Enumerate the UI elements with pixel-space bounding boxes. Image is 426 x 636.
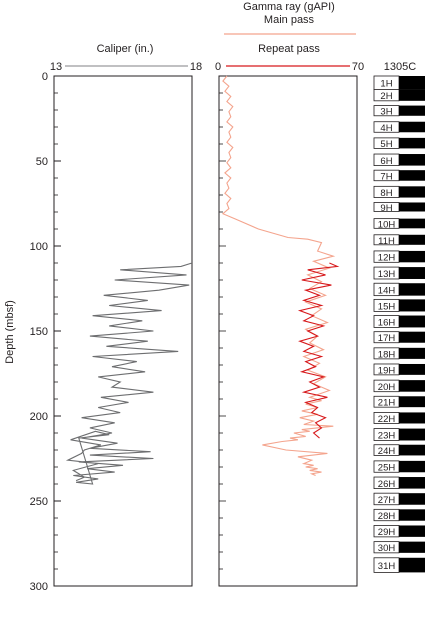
core-recovery-bar (399, 444, 425, 456)
core-recovery-bar (399, 137, 425, 149)
core-recovery-bar (399, 267, 425, 279)
gamma-xtick-min: 0 (215, 61, 221, 73)
depth-tick-label: 250 (30, 496, 48, 508)
core-label: 15H (378, 301, 396, 312)
core-label: 10H (378, 219, 396, 230)
gamma-depth-ticks (219, 75, 226, 587)
core-recovery-bar (399, 477, 425, 489)
core-label: 8H (380, 188, 392, 199)
caliper-xtick-max: 18 (190, 61, 202, 73)
core-label: 9H (380, 203, 392, 214)
core-label: 12H (378, 253, 396, 264)
core-recovery-bar (399, 234, 425, 245)
core-label: 31H (378, 561, 396, 572)
gamma-panel: Gamma ray (gAPI) Main pass Repeat pass 0… (215, 1, 364, 587)
core-label: 7H (380, 171, 392, 182)
caliper-series-line (65, 262, 193, 485)
core-recovery-bar (399, 76, 425, 90)
core-label: 24H (378, 446, 396, 457)
core-label: 11H (378, 236, 395, 247)
core-label: 25H (378, 463, 396, 474)
depth-tick-label: 0 (42, 71, 48, 83)
core-label: 4H (380, 123, 392, 134)
core-recovery-bar (399, 105, 425, 116)
gamma-title: Gamma ray (gAPI) (243, 1, 335, 13)
depth-tick-label: 200 (30, 411, 48, 423)
core-label: 18H (378, 349, 396, 360)
core-label: 26H (378, 479, 396, 490)
core-label: 13H (378, 269, 396, 280)
core-recovery-bar (399, 460, 425, 473)
core-label: 2H (380, 91, 392, 102)
core-recovery-bar (399, 493, 425, 505)
depth-tick-label: 300 (30, 581, 48, 593)
core-recovery-bar (399, 315, 425, 328)
core-recovery-bar (399, 396, 425, 408)
gamma-plot-frame (218, 75, 358, 587)
core-recovery-bar (399, 299, 425, 312)
core-label: 27H (378, 495, 396, 506)
core-recovery-bar (399, 428, 425, 441)
core-recovery-bar (399, 363, 425, 375)
core-label: 19H (378, 365, 396, 376)
core-label: 28H (378, 511, 396, 522)
depth-tick-label: 50 (36, 156, 48, 168)
core-recovery-bar (399, 557, 425, 573)
depth-tick-label: 100 (30, 241, 48, 253)
core-recovery-bar (399, 89, 425, 101)
core-label: 17H (378, 333, 396, 344)
core-recovery-bar (399, 250, 425, 263)
caliper-panel: Caliper (in.) 13 18 Depth (mbsf) 0 50 100 1… (4, 43, 202, 593)
depth-axis-label: Depth (mbsf) (4, 300, 16, 364)
core-label: 16H (378, 317, 396, 328)
core-column: 1305C 1H2H3H4H5H6H7H8H9H10H11H12H13H14H1… (373, 61, 425, 573)
core-label: 21H (378, 398, 396, 409)
core-label: 6H (380, 156, 392, 167)
core-label: 3H (380, 107, 392, 118)
core-recovery-bar (399, 412, 425, 424)
core-recovery-bar (399, 331, 425, 343)
core-recovery-bar (399, 541, 425, 553)
core-recovery-bar (399, 283, 425, 296)
core-label: 20H (378, 382, 396, 393)
core-label: 5H (380, 139, 392, 150)
core-recovery-bar (399, 121, 425, 133)
core-recovery-bar (399, 525, 425, 537)
main-pass-series-line (221, 75, 336, 477)
core-recovery-bar (399, 186, 425, 198)
depth-tick-label: 150 (30, 326, 48, 338)
legend-main-pass-label: Main pass (264, 14, 315, 26)
core-label: 29H (378, 527, 396, 538)
caliper-xtick-min: 13 (50, 61, 62, 73)
caliper-plot-frame (53, 75, 193, 587)
caliper-title: Caliper (in.) (97, 43, 154, 55)
core-recovery-bar (399, 218, 425, 229)
core-recovery-bar (399, 380, 425, 392)
core-label: 14H (378, 285, 396, 296)
core-recovery-bar (399, 509, 425, 521)
core-recovery-bar (399, 347, 425, 359)
depth-axis: 0 50 100 150 200 250 300 (30, 71, 61, 593)
core-recovery-bar (399, 202, 425, 212)
core-label: 1H (380, 79, 392, 90)
gamma-xtick-max: 70 (352, 61, 364, 73)
repeat-pass-series-line (297, 262, 340, 439)
core-label: 23H (378, 431, 396, 442)
core-label: 30H (378, 543, 396, 554)
core-recovery-bar (399, 170, 425, 181)
hole-label: 1305C (384, 61, 416, 73)
core-recovery-bar (399, 154, 425, 166)
legend-repeat-pass-label: Repeat pass (258, 43, 320, 55)
core-label: 22H (378, 414, 396, 425)
